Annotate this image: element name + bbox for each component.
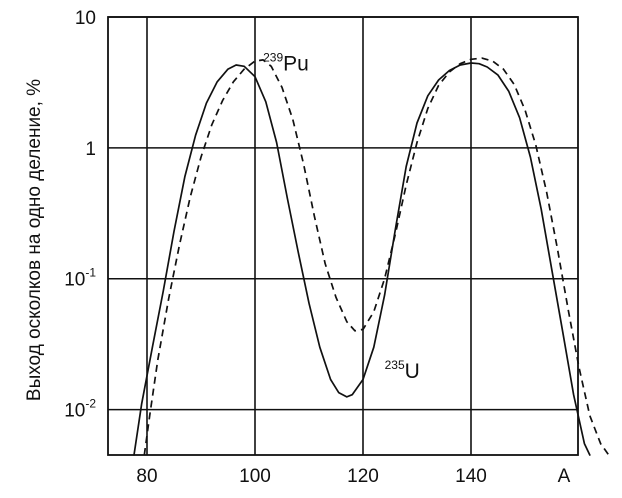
series-label-0: 235U <box>385 358 420 383</box>
x-tick-label-3: 140 <box>455 466 487 487</box>
series-line-1 <box>143 57 610 456</box>
x-tick-label-0: 80 <box>136 466 157 487</box>
tick-labels: 80 100 120 140 A 10 1 10-1 10-2 <box>64 8 570 487</box>
y-tick-label-2: 10-1 <box>64 266 96 291</box>
y-tick-label-1: 1 <box>85 139 96 160</box>
plot-border <box>107 16 579 456</box>
y-tick-label-3: 10-2 <box>64 397 96 422</box>
x-tick-label-1: 100 <box>239 466 271 487</box>
y-axis-label: Выход осколков на одно деление, % <box>24 79 45 401</box>
grid <box>108 16 578 455</box>
series-layer <box>133 57 610 456</box>
annotation-labels: 239Pu 235U <box>263 51 420 383</box>
x-axis-label: A <box>558 466 571 487</box>
y-tick-label-0: 10 <box>75 8 96 29</box>
plot-frame <box>107 16 579 456</box>
series-label-1: 239Pu <box>263 51 309 76</box>
series-line-0 <box>133 62 591 456</box>
x-tick-label-2: 120 <box>347 466 379 487</box>
